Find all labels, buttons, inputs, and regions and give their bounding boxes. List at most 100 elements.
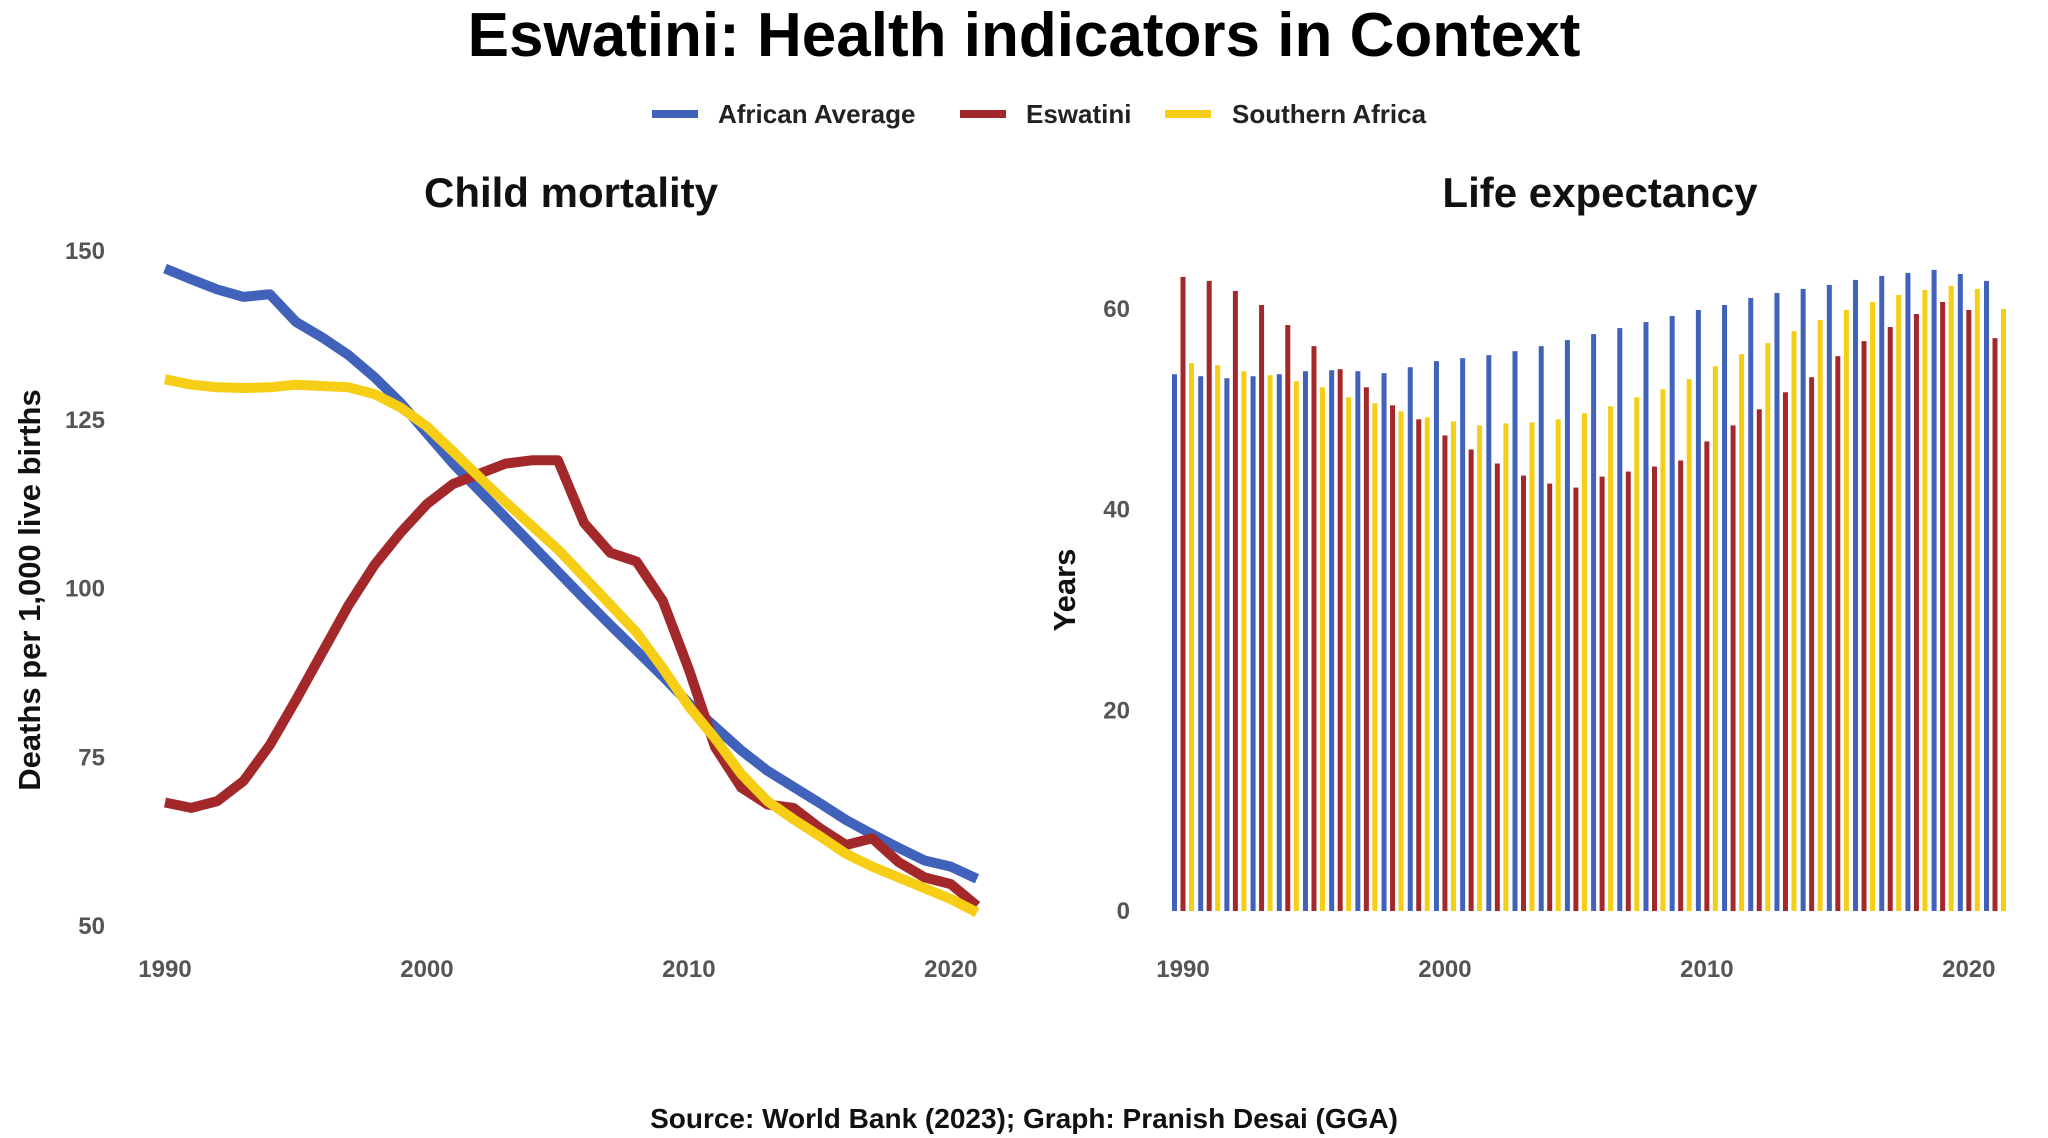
bar-eswatini-2005 [1573,487,1579,911]
x-tick-label: 2000 [1418,956,1471,983]
bar-african-average-2005 [1564,340,1570,911]
legend-label-african-average: African Average [718,99,916,129]
chart-title: Life expectancy [1442,169,1758,216]
bar-southern-africa-1993 [1267,375,1273,912]
bar-eswatini-2012 [1756,409,1762,911]
bar-african-average-2014 [1800,288,1806,911]
bar-african-average-2013 [1774,292,1780,911]
x-tick-label: 1990 [1156,956,1209,983]
bar-eswatini-2001 [1468,449,1474,911]
bar-african-average-2004 [1538,346,1544,912]
bar-african-average-2008 [1643,322,1649,911]
bar-southern-africa-2015 [1843,310,1849,912]
bar-eswatini-1995 [1311,346,1317,912]
figure-title: Eswatini: Health indicators in Context [468,1,1581,70]
bar-eswatini-1999 [1416,419,1422,911]
bar-southern-africa-1996 [1346,397,1352,911]
y-tick-label: 50 [78,913,105,940]
bar-african-average-2009 [1669,316,1675,912]
bar-southern-africa-2010 [1712,366,1718,911]
x-tick-label: 2020 [1942,956,1995,983]
bar-african-average-1997 [1355,371,1361,911]
bar-eswatini-2017 [1887,327,1893,911]
child-mortality-chart: Child mortality Deaths per 1,000 live bi… [12,169,981,983]
bar-southern-africa-2002 [1503,423,1509,911]
bar-eswatini-1993 [1259,304,1265,911]
bar-southern-africa-2020 [1974,288,1980,911]
bar-eswatini-1991 [1206,280,1212,911]
y-tick-label: 150 [65,238,105,265]
bar-african-average-2006 [1591,334,1597,911]
bar-southern-africa-2004 [1555,419,1561,911]
bar-eswatini-2006 [1599,476,1605,911]
bar-eswatini-2000 [1442,435,1448,911]
bar-eswatini-2013 [1782,392,1788,911]
bar-eswatini-2010 [1704,441,1710,911]
y-tick-label: 100 [65,576,105,603]
bar-eswatini-1992 [1232,290,1238,911]
y-tick-label: 40 [1103,497,1130,524]
x-tick-label: 2020 [924,956,977,983]
bar-african-average-2016 [1853,279,1859,911]
bar-eswatini-2008 [1651,466,1657,911]
bar-southern-africa-2021 [2001,309,2006,911]
y-axis-label: Years [1047,549,1082,632]
bar-southern-africa-1990 [1189,363,1194,911]
bar-african-average-1994 [1276,374,1282,911]
bar-african-average-2018 [1905,272,1911,911]
bar-eswatini-2020 [1966,310,1972,912]
x-tick-label: 2000 [400,956,453,983]
bar-african-average-1995 [1302,371,1308,911]
bar-eswatini-1994 [1285,325,1291,911]
y-axis-label: Deaths per 1,000 live births [12,389,47,790]
bar-african-average-2012 [1748,297,1754,911]
bar-african-average-1992 [1224,378,1230,912]
bar-southern-africa-2016 [1870,301,1876,911]
y-tick-label: 20 [1103,697,1130,724]
bar-eswatini-1998 [1390,405,1396,911]
source-caption: Source: World Bank (2023); Graph: Pranis… [650,1103,1398,1134]
bar-eswatini-1996 [1337,369,1343,911]
life-expectancy-chart: Life expectancy Years 0 20 40 60 1990 2000 201… [1047,169,2006,983]
bar-southern-africa-2001 [1477,425,1483,911]
bar-southern-africa-1991 [1215,365,1221,912]
bar-southern-africa-2013 [1791,331,1797,911]
bar-eswatini-2007 [1625,471,1631,911]
bar-african-average-2011 [1722,304,1728,911]
bar-african-average-2020 [1957,273,1963,912]
bar-southern-africa-2017 [1896,294,1902,911]
bar-southern-africa-2005 [1581,413,1587,911]
bar-southern-africa-1997 [1372,403,1378,911]
bar-african-average-2007 [1617,328,1623,911]
bar-african-average-2003 [1512,351,1518,911]
line-african-average [163,263,980,884]
bar-eswatini-2004 [1547,483,1553,911]
bar-southern-africa-2018 [1922,289,1928,912]
bar-southern-africa-2007 [1634,397,1640,911]
legend-label-eswatini: Eswatini [1026,99,1131,129]
y-tick-label: 75 [78,744,105,771]
bar-eswatini-2009 [1678,460,1684,911]
bar-african-average-2017 [1879,275,1885,911]
bar-african-average-1998 [1381,373,1387,911]
line-southern-africa [163,374,980,917]
bar-african-average-1993 [1250,376,1256,911]
bar-southern-africa-2000 [1450,421,1456,911]
bar-southern-africa-2009 [1686,379,1692,911]
bar-eswatini-2014 [1809,377,1815,911]
bar-african-average-1991 [1198,376,1204,911]
bar-african-average-2001 [1460,358,1466,911]
x-tick-label: 2010 [662,956,715,983]
bar-southern-africa-1999 [1424,417,1430,911]
bar-eswatini-2019 [1940,301,1946,911]
bar-southern-africa-2003 [1529,422,1535,911]
bar-african-average-1990 [1172,374,1177,911]
bar-eswatini-2002 [1494,463,1500,911]
line-eswatini [163,455,981,910]
bar-eswatini-2021 [1992,338,1998,911]
bar-african-average-2000 [1433,361,1439,911]
bar-eswatini-2018 [1913,314,1919,911]
bar-eswatini-2016 [1861,341,1867,911]
bar-southern-africa-1992 [1241,371,1247,911]
